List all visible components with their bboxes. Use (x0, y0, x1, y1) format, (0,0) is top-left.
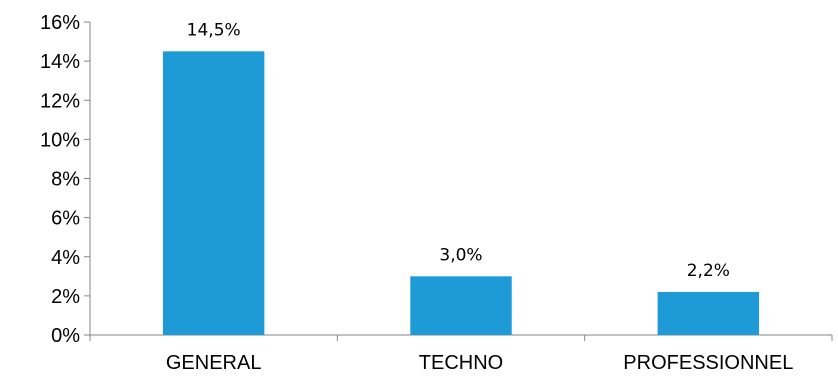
x-axis: GENERAL TECHNO PROFESSIONNEL (89, 334, 833, 374)
y-tick-label: 16% (40, 12, 80, 34)
bar-general (162, 51, 265, 335)
y-tick-label: 10% (40, 129, 80, 151)
y-tick-label: 2% (51, 286, 80, 308)
data-label-professionnel: 2,2% (687, 261, 730, 281)
bar-professionnel (657, 291, 760, 335)
data-label-general: 14,5% (187, 20, 241, 40)
data-labels: 14,5% 3,0% 2,2% (187, 20, 730, 281)
category-label-techno: TECHNO (419, 352, 503, 374)
category-label-professionnel: PROFESSIONNEL (623, 352, 793, 374)
y-tick-label: 6% (51, 208, 80, 230)
y-tick-label: 4% (51, 247, 80, 269)
y-tick-label: 12% (40, 90, 80, 112)
y-tick-label: 0% (51, 325, 80, 347)
y-tick-label: 8% (51, 169, 80, 191)
bar-techno (410, 276, 512, 335)
bars (162, 51, 760, 335)
y-tick-label: 14% (40, 51, 80, 73)
category-label-general: GENERAL (166, 352, 262, 374)
y-axis: 0% 2% 4% 6% 8% 10% 12% 14% 16% (40, 12, 91, 347)
data-label-techno: 3,0% (439, 245, 482, 265)
